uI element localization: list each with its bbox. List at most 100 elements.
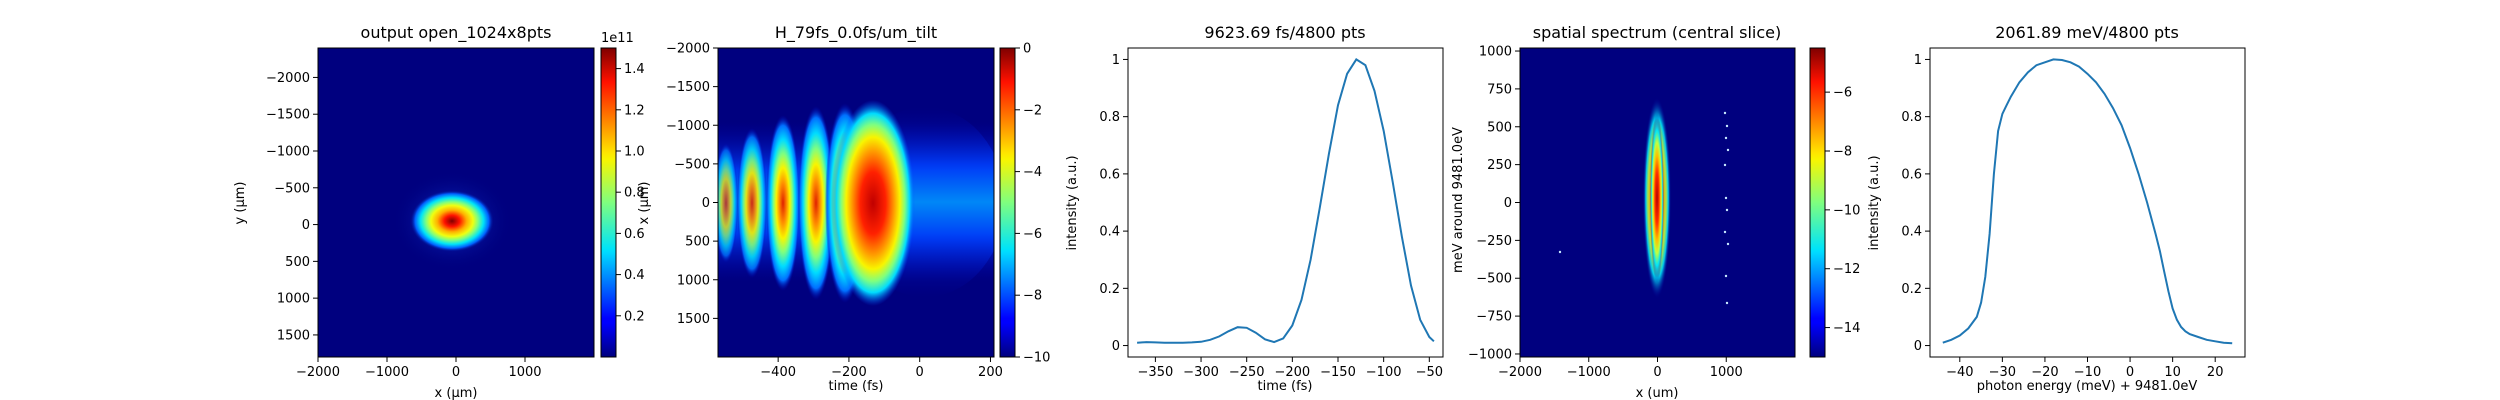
panel3-xtick-label: −50: [1416, 365, 1443, 380]
panel1-xtick-label: 0: [452, 365, 460, 380]
panel4-xtick-label: −2000: [1498, 365, 1542, 380]
panel1-ytick-label: 1500: [277, 328, 310, 343]
panel3-ytick-label: 1: [1112, 53, 1120, 68]
panel1-beam-spot: [392, 171, 512, 271]
panel4-cbar-tick-label: −8: [1833, 145, 1852, 160]
panel1-xlabel: x (µm): [435, 386, 478, 400]
panel3-ytick-label: 0.4: [1099, 225, 1120, 240]
panel5-ytick-label: 0: [1914, 339, 1922, 354]
panel1-xtick-label: −1000: [365, 365, 409, 380]
panel3-title: 9623.69 fs/4800 pts: [1204, 23, 1365, 42]
panel5-xtick-label: −40: [1946, 365, 1973, 380]
panel5-ytick-label: 0.4: [1901, 225, 1922, 240]
panel2-title: H_79fs_0.0fs/um_tilt: [775, 23, 937, 43]
panel5-y-ticks: 0 0.2 0.4 0.6 0.8 1: [1901, 53, 1930, 354]
panel4-ytick-label: −250: [1476, 234, 1512, 249]
panel3-ytick-label: 0: [1112, 339, 1120, 354]
panel4-ytick-label: −1000: [1468, 347, 1512, 362]
panel-photon-energy: 2061.89 meV/4800 pts −40 −30 −20 −10 0 10 20 0…: [1867, 23, 2246, 394]
panel1-colorbar: [601, 48, 616, 357]
panel4-ytick-label: 0: [1504, 196, 1512, 211]
panel4-xlabel: x (um): [1636, 386, 1679, 400]
panel2-cbar-tick-label: −4: [1023, 165, 1042, 180]
panel2-y-ticks: −2000 −1500 −1000 −500 0 500 1000 1500: [666, 42, 718, 327]
panel1-xtick-label: −2000: [296, 365, 340, 380]
panel3-xtick-label: −250: [1229, 365, 1265, 380]
panel3-axes-frame: [1127, 47, 1444, 358]
panel1-cbar-tick-label: 0.4: [624, 268, 645, 283]
panel2-xtick-label: 200: [978, 365, 1003, 380]
panel2-ytick-label: −1000: [666, 119, 710, 134]
panel4-ytick-label: 750: [1487, 82, 1512, 97]
panel4-ytick-label: −500: [1476, 272, 1512, 287]
panel4-xtick-label: −1000: [1567, 365, 1611, 380]
panel5-ytick-label: 0.8: [1901, 110, 1922, 125]
panel2-ylabel: x (µm): [637, 182, 652, 225]
panel-output-open: output open_1024x8pts −2000 −1000 0 1000 −2…: [233, 23, 645, 400]
panel1-y-ticks: −2000 −1500 −1000 −500 0 500 1000 1500: [266, 71, 318, 343]
panel2-colorbar: [1000, 48, 1015, 357]
panel2-xtick-label: −400: [760, 365, 796, 380]
panel2-ytick-label: 500: [685, 235, 710, 250]
panel4-xtick-label: 1000: [1710, 365, 1743, 380]
panel-h79fs-tilt: H_79fs_0.0fs/um_tilt −400 −200 0 200 −2000−…: [637, 23, 1050, 394]
panel3-ylabel: intensity (a.u.): [1065, 155, 1080, 250]
panel4-colorbar: [1810, 48, 1825, 357]
panel1-cbar-tick-label: 1.0: [624, 145, 645, 160]
panel4-cbar-tick-label: −10: [1833, 203, 1860, 218]
panel3-xtick-label: −350: [1138, 365, 1174, 380]
panel4-colorbar-ticks: −6 −8 −10 −12 −14: [1825, 86, 1860, 336]
panel1-colorbar-ticks: 0.2 0.4 0.6 0.8 1.0 1.2 1.4: [616, 62, 645, 324]
panel2-ytick-label: 1500: [677, 312, 710, 327]
panel5-title: 2061.89 meV/4800 pts: [1995, 23, 2179, 42]
panel5-ylabel: intensity (a.u.): [1867, 155, 1882, 250]
panel5-ytick-label: 0.2: [1901, 282, 1922, 297]
panel3-xtick-label: −100: [1366, 365, 1402, 380]
panel2-cbar-tick-label: 0: [1023, 42, 1031, 57]
panel3-y-ticks: 0 0.2 0.4 0.6 0.8 1: [1099, 53, 1128, 354]
panel5-x-ticks: −40 −30 −20 −10 0 10 20: [1946, 357, 2223, 380]
panel-time-intensity: 9623.69 fs/4800 pts −350 −300 −250 −200 −150…: [1065, 23, 1444, 394]
panel2-colorbar-ticks: 0 −2 −4 −6 −8 −10: [1015, 42, 1050, 366]
panel4-ytick-label: 500: [1487, 120, 1512, 135]
panel3-ytick-label: 0.8: [1099, 110, 1120, 125]
panel3-ytick-label: 0.6: [1099, 167, 1120, 182]
panel1-cbar-tick-label: 0.8: [624, 186, 645, 201]
panel3-xtick-label: −150: [1320, 365, 1356, 380]
panel4-ylabel: meV around 9481.0eV: [1451, 127, 1466, 273]
panel5-axes-frame: [1929, 47, 2246, 358]
panel1-ytick-label: −2000: [266, 71, 310, 86]
panel2-cbar-tick-label: −6: [1023, 227, 1042, 242]
panel3-xlabel: time (fs): [1258, 379, 1313, 394]
panel3-intensity-line: [1137, 58, 1435, 344]
panel1-x-ticks: −2000 −1000 0 1000: [296, 357, 542, 380]
panel1-ytick-label: 0: [302, 218, 310, 233]
panel4-x-ticks: −2000 −1000 0 1000: [1498, 357, 1743, 380]
panel5-xtick-label: 0: [2126, 365, 2134, 380]
panel2-ytick-label: −1500: [666, 80, 710, 95]
panel2-colorbar-frame: [999, 47, 1016, 358]
panel2-ytick-label: 0: [702, 196, 710, 211]
panel2-cbar-tick-label: −8: [1023, 289, 1042, 304]
panel1-cbar-tick-label: 1.4: [624, 62, 645, 77]
panel3-xtick-label: −300: [1183, 365, 1219, 380]
panel3-ytick-label: 0.2: [1099, 282, 1120, 297]
panel4-y-ticks: 1000 750 500 250 0 −250 −500 −750 −1000: [1468, 45, 1520, 362]
panel4-xtick-label: 0: [1653, 365, 1661, 380]
panel1-ylabel: y (µm): [233, 182, 248, 225]
panel5-intensity-line: [1942, 58, 2233, 345]
panel1-colorbar-frame: [600, 47, 617, 358]
panel-spatial-spectrum: spatial spectrum (central slice) −2000 −1…: [1451, 23, 1860, 400]
panel1-ytick-label: 500: [285, 255, 310, 270]
panel2-xlabel: time (fs): [829, 379, 884, 394]
panel2-x-ticks: −400 −200 0 200: [760, 357, 1003, 380]
panel4-ytick-label: −750: [1476, 310, 1512, 325]
panel4-cbar-tick-label: −14: [1833, 321, 1860, 336]
panel5-xtick-label: −10: [2074, 365, 2101, 380]
panel4-ytick-label: 1000: [1479, 45, 1512, 60]
panel1-ytick-label: −1000: [266, 145, 310, 160]
panel5-xtick-label: −20: [2031, 365, 2058, 380]
panel1-ytick-label: −1500: [266, 108, 310, 123]
panel2-xtick-label: 0: [916, 365, 924, 380]
